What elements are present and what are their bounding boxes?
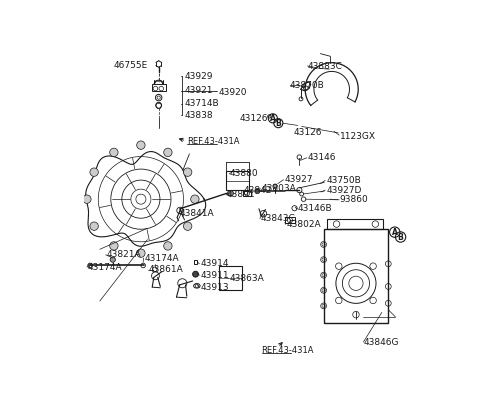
Text: 43870B: 43870B xyxy=(289,81,324,90)
Circle shape xyxy=(191,195,199,203)
Text: 43846G: 43846G xyxy=(364,338,399,346)
Text: A: A xyxy=(270,114,276,123)
Bar xyxy=(243,191,251,196)
Bar xyxy=(218,266,242,290)
Text: 43911: 43911 xyxy=(200,270,228,280)
Text: 43714B: 43714B xyxy=(184,99,219,108)
Text: 43841A: 43841A xyxy=(180,209,215,218)
Circle shape xyxy=(192,271,198,277)
Text: 43863A: 43863A xyxy=(229,274,264,283)
Circle shape xyxy=(183,168,192,176)
Bar xyxy=(152,84,166,92)
Circle shape xyxy=(110,148,118,157)
Text: 43174A: 43174A xyxy=(144,254,179,262)
Circle shape xyxy=(110,257,115,262)
Text: 46755E: 46755E xyxy=(113,61,147,71)
Text: 43842: 43842 xyxy=(244,186,272,195)
Text: 43843C: 43843C xyxy=(261,214,295,223)
Text: 43880: 43880 xyxy=(230,169,258,178)
Text: A: A xyxy=(392,228,398,236)
Circle shape xyxy=(183,222,192,231)
Text: 43803A: 43803A xyxy=(262,184,296,193)
Circle shape xyxy=(137,249,145,257)
Bar xyxy=(193,260,197,264)
Text: 43861A: 43861A xyxy=(148,265,183,274)
Circle shape xyxy=(137,141,145,150)
Text: 43174A: 43174A xyxy=(87,263,122,272)
Text: 43126: 43126 xyxy=(294,129,323,137)
Bar xyxy=(324,229,388,323)
Text: 93860: 93860 xyxy=(340,195,369,204)
Text: 43921: 43921 xyxy=(184,87,213,95)
Text: 43927: 43927 xyxy=(284,175,312,184)
Text: 43927D: 43927D xyxy=(326,186,361,194)
Text: 43821A: 43821A xyxy=(106,250,141,259)
Text: B: B xyxy=(398,233,404,241)
Text: 43146B: 43146B xyxy=(298,205,332,213)
Circle shape xyxy=(90,168,98,176)
Text: 43891: 43891 xyxy=(227,190,255,200)
Text: 43914: 43914 xyxy=(200,259,228,268)
Circle shape xyxy=(90,222,98,231)
Bar xyxy=(226,171,249,190)
Circle shape xyxy=(83,195,91,203)
Bar xyxy=(285,217,295,223)
Circle shape xyxy=(273,184,277,189)
Text: B: B xyxy=(276,119,281,128)
Text: REF.43-431A: REF.43-431A xyxy=(262,346,314,355)
Circle shape xyxy=(164,148,172,157)
Text: 43913: 43913 xyxy=(200,283,228,291)
Text: 43929: 43929 xyxy=(184,72,213,81)
Text: 43802A: 43802A xyxy=(287,220,321,229)
Text: 43126: 43126 xyxy=(240,114,268,123)
Text: 43146: 43146 xyxy=(308,153,336,162)
Circle shape xyxy=(110,242,118,250)
Text: 43838: 43838 xyxy=(184,111,213,120)
Text: REF.43-431A: REF.43-431A xyxy=(187,137,240,146)
Circle shape xyxy=(164,242,172,250)
Text: 43920: 43920 xyxy=(218,88,247,97)
Text: 43883C: 43883C xyxy=(308,62,342,71)
Text: 43750B: 43750B xyxy=(326,176,361,185)
Circle shape xyxy=(228,190,233,196)
Text: 1123GX: 1123GX xyxy=(340,131,376,141)
Bar xyxy=(327,219,384,229)
